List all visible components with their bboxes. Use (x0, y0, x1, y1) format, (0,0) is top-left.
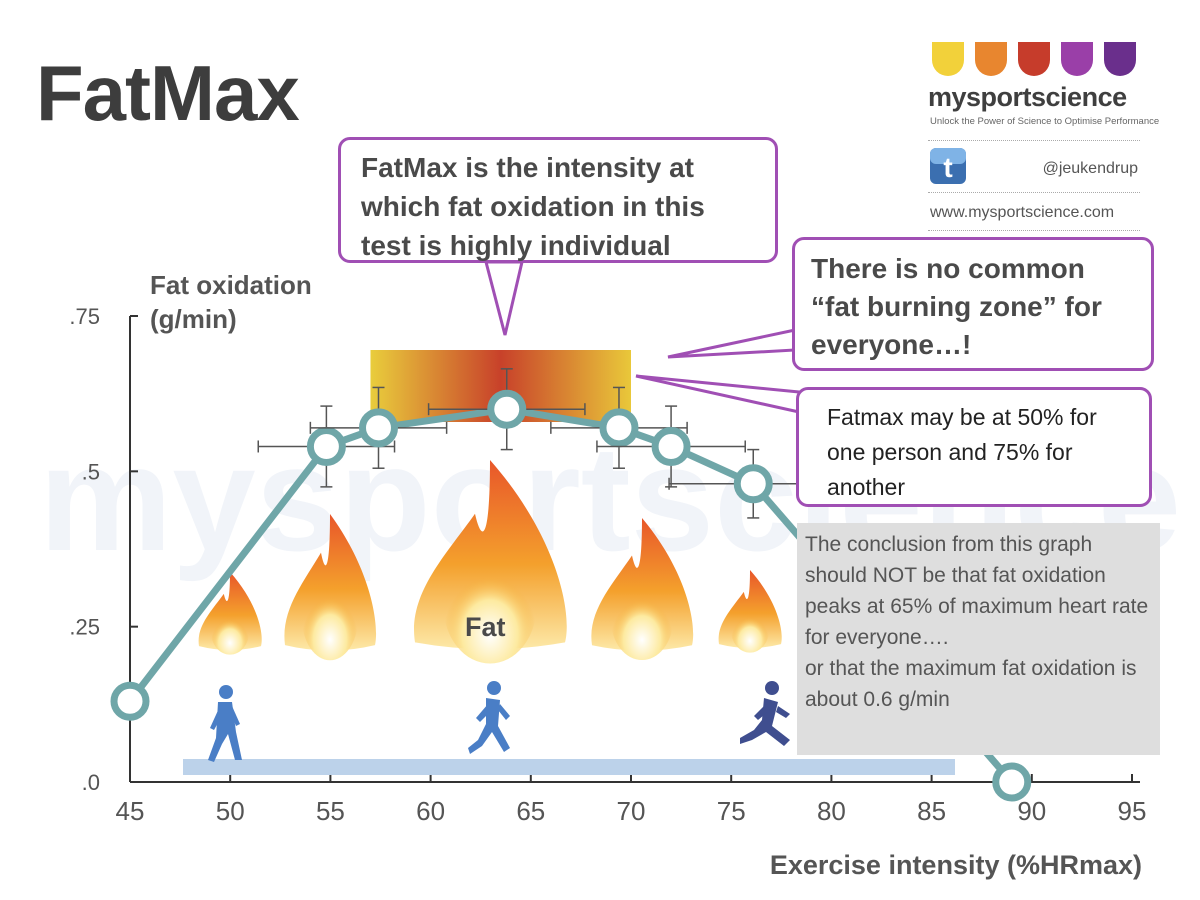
callout-individual-example: Fatmax may be at 50% for one person and … (796, 387, 1152, 507)
y-tick-label: .25 (69, 615, 100, 640)
twitter-handle[interactable]: @jeukendrup (1042, 160, 1138, 177)
page-title: FatMax (36, 49, 300, 137)
fat-flames (198, 460, 782, 664)
flame-icon (591, 518, 694, 661)
conclusion-note: The conclusion from this graph should NO… (797, 523, 1160, 755)
brand-logo-drops (932, 42, 1136, 76)
x-tick-label: 90 (1017, 796, 1046, 826)
x-axis-label: Exercise intensity (%HRmax) (769, 850, 1142, 880)
x-tick-label: 95 (1118, 796, 1147, 826)
data-point (487, 389, 527, 429)
logo-drop (1104, 42, 1136, 76)
y-tick-label: .0 (82, 770, 100, 795)
logo-drop (932, 42, 964, 76)
divider (928, 140, 1140, 141)
sprinter-icon (740, 681, 790, 746)
fat-oxidation-series (110, 368, 1032, 802)
chart-axes: 45 50 55 60 65 70 75 80 85 90 95 .0 .25 .5 .75 (69, 304, 1146, 826)
runner-icon (468, 681, 510, 754)
data-point (599, 408, 639, 448)
x-tick-label: 65 (516, 796, 545, 826)
data-point (110, 681, 150, 721)
flame-icon (284, 514, 377, 661)
x-tick-label: 50 (216, 796, 245, 826)
x-tick-label: 60 (416, 796, 445, 826)
data-point (358, 408, 398, 448)
data-point (992, 762, 1032, 802)
brand-block: mysportscience Unlock the Power of Scien… (928, 40, 1159, 231)
x-tick-label: 85 (917, 796, 946, 826)
callout-no-common-zone: There is no common “fat burning zone” fo… (792, 237, 1154, 371)
x-tick-label: 45 (116, 796, 145, 826)
data-point (733, 464, 773, 504)
flame-icon (718, 570, 782, 653)
callout-pointer-main (484, 260, 524, 336)
data-point (651, 426, 691, 466)
conclusion-text-1: The conclusion from this graph should NO… (805, 533, 1149, 649)
callout-pointer-zone (667, 328, 797, 359)
data-point (306, 426, 346, 466)
y-tick-label: .75 (69, 304, 100, 329)
svg-text:t: t (943, 152, 952, 183)
callout-pointer-example (635, 374, 801, 414)
x-tick-label: 80 (817, 796, 846, 826)
flame-label: Fat (465, 612, 506, 642)
intensity-bar (183, 759, 955, 775)
callout-fatmax-definition: FatMax is the intensity at which fat oxi… (338, 137, 778, 263)
y-axis-label-text: Fat oxidation (g/min) (150, 270, 312, 334)
x-tick-label: 70 (617, 796, 646, 826)
brand-tagline: Unlock the Power of Science to Optimise … (930, 116, 1160, 127)
y-axis-label: Fat oxidation (g/min) (150, 268, 312, 336)
twitter-icon[interactable]: t (930, 148, 966, 184)
x-tick-label: 75 (717, 796, 746, 826)
x-tick-label: 55 (316, 796, 345, 826)
y-tick-label: .5 (82, 459, 100, 484)
divider (928, 230, 1140, 231)
conclusion-text-2: or that the maximum fat oxidation is abo… (805, 657, 1137, 711)
logo-drop (1018, 42, 1050, 76)
flame-icon (414, 460, 567, 664)
flame-icon (198, 572, 262, 655)
brand-name: mysportscience (928, 82, 1127, 112)
website-link[interactable]: www.mysportscience.com (930, 204, 1115, 221)
divider (928, 192, 1140, 193)
walker-icon (208, 685, 242, 762)
logo-drop (975, 42, 1007, 76)
logo-drop (1061, 42, 1093, 76)
